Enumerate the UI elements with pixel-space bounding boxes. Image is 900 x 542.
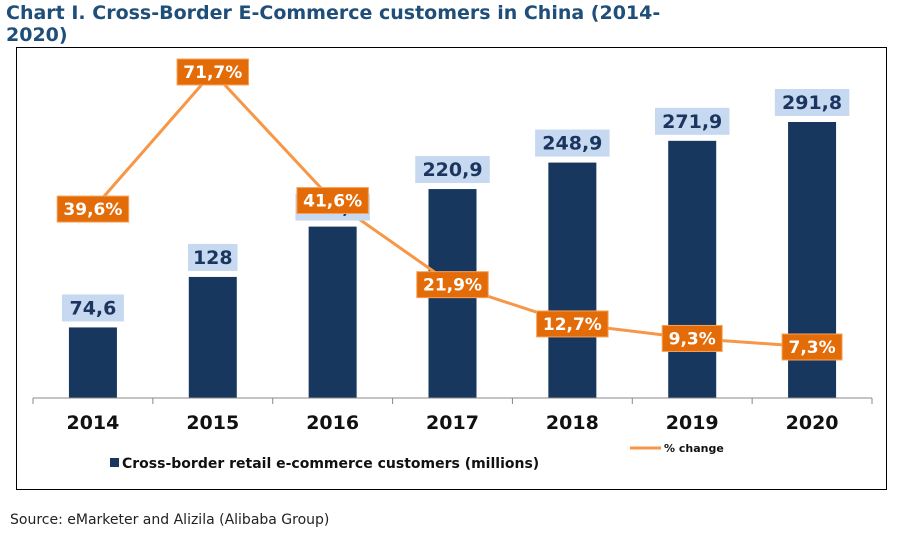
x-tick-label: 2019 — [666, 412, 719, 434]
x-tick-label: 2014 — [66, 412, 119, 434]
pct-label-text: 41,6% — [303, 192, 362, 212]
pct-label-bg — [56, 195, 130, 223]
pct-label-text: 71,7% — [183, 63, 242, 83]
bar-label-text: 128 — [193, 247, 233, 269]
x-tick-label: 2016 — [306, 412, 359, 434]
pct-data-label: 39,6% — [56, 195, 130, 223]
pct-label-bg — [661, 324, 723, 352]
bar-2016 — [308, 226, 357, 398]
pct-data-label: 21,9% — [416, 271, 489, 299]
bar-2014 — [68, 327, 117, 398]
x-tick-label: 2015 — [186, 412, 239, 434]
bar-label-text: 74,6 — [69, 297, 116, 319]
bar-label-text: 271,9 — [662, 111, 722, 133]
pct-label-bg — [781, 333, 843, 361]
legend-item-pct-change: % change — [630, 442, 724, 455]
legend-bar-swatch — [110, 458, 119, 467]
pct-data-label: 41,6% — [296, 187, 369, 215]
chart-title: Chart I. Cross-Border E-Commerce custome… — [6, 2, 666, 46]
x-tick-label: 2017 — [426, 412, 479, 434]
pct-label-bg — [296, 187, 369, 215]
bar-data-label: 248,9 — [535, 129, 610, 157]
legend: % change Cross-border retail e-commerce c… — [110, 442, 724, 472]
pct-label-text: 12,7% — [543, 315, 602, 335]
pct-label-bg — [416, 271, 489, 299]
pct-label-bg — [536, 310, 609, 338]
bar-2018 — [548, 162, 597, 398]
pct-data-label: 7,3% — [781, 333, 843, 361]
x-tick-label: 2018 — [546, 412, 599, 434]
legend-label: Cross-border retail e-commerce customers… — [122, 456, 539, 472]
bar-data-label: 74,6 — [61, 294, 124, 322]
bar-data-label: 271,9 — [654, 107, 730, 135]
chart-title-line-2: 2020) — [6, 24, 68, 46]
bar-data-label: 220,9 — [415, 156, 490, 184]
pct-data-label: 71,7% — [176, 58, 250, 86]
bar-data-label: 291,8 — [774, 89, 850, 116]
bar-label-text: 220,9 — [422, 159, 482, 181]
bar-2015 — [188, 276, 237, 398]
bar-label-bg — [61, 294, 124, 322]
bar-label-bg — [415, 156, 490, 184]
bar-label-bg — [774, 89, 850, 116]
chart-title-line-1: Chart I. Cross-Border E-Commerce custome… — [6, 2, 661, 24]
bar-label-bg — [188, 243, 238, 271]
x-axis: 2014 2015 2016 2017 2018 2019 2020 — [32, 397, 873, 434]
pct-label-text: 39,6% — [63, 200, 122, 220]
pct-label-bg — [176, 58, 250, 86]
source-note: Source: eMarketer and Alizila (Alibaba G… — [10, 512, 330, 528]
bar-2019 — [668, 140, 717, 398]
pct-label-text: 9,3% — [669, 329, 716, 349]
bar-label-text: 248,9 — [542, 133, 602, 155]
pct-label-text: 7,3% — [788, 338, 835, 358]
legend-label: % change — [664, 442, 724, 455]
x-tick-label: 2020 — [786, 412, 839, 434]
bar-label-bg — [535, 129, 610, 157]
bar-label-text: 291,8 — [782, 92, 842, 114]
bar-data-label: 128 — [188, 243, 238, 271]
pct-data-label: 9,3% — [661, 324, 723, 352]
pct-label-text: 21,9% — [423, 276, 482, 296]
chart-frame — [16, 47, 887, 490]
pct-data-label: 12,7% — [536, 310, 609, 338]
pct-labels-layer: 39,6% 71,7% 41,6% 21,9% 12,7% 9,3% 7,3% — [56, 58, 843, 361]
bar-label-bg — [654, 107, 730, 135]
legend-item-customers: Cross-border retail e-commerce customers… — [110, 456, 539, 472]
